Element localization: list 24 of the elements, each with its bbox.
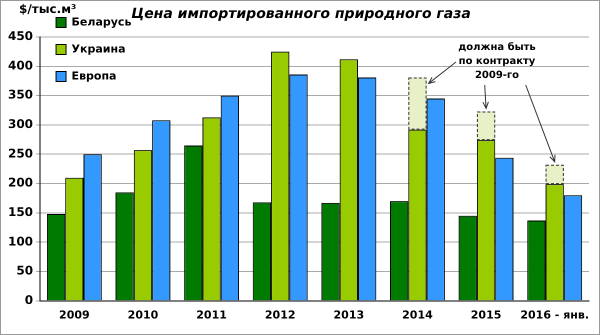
y-tick-label: 350: [8, 88, 34, 102]
y-tick-label: 100: [8, 234, 34, 248]
x-tick-label: 2010: [128, 308, 159, 322]
x-tick-label: 2016 - янв.: [520, 308, 590, 322]
y-tick-label: 200: [8, 176, 34, 190]
y-axis-title: $/тыс.м³: [19, 2, 76, 16]
annotation: должна быть по контракту 2009-го: [457, 41, 537, 83]
x-tick-label: 2009: [59, 308, 90, 322]
y-tick-label: 250: [8, 146, 34, 160]
legend-label: Европа: [72, 69, 116, 82]
legend-label: Беларусь: [72, 15, 132, 28]
y-tick-label: 400: [8, 58, 34, 72]
x-tick-label: 2011: [196, 308, 227, 322]
chart-title: Цена импортированного природного газа: [131, 6, 472, 22]
x-tick-label: 2015: [470, 308, 502, 322]
legend-label: Украина: [72, 42, 126, 56]
x-tick-label: 2013: [334, 308, 364, 322]
y-tick-label: 300: [8, 117, 34, 132]
y-tick-label: 50: [16, 264, 34, 278]
y-tick-label: 450: [8, 29, 34, 44]
y-tick-label: 0: [24, 292, 34, 307]
y-tick-label: 150: [8, 204, 34, 219]
x-tick-label: 2014: [402, 308, 434, 322]
x-tick-label: 2012: [264, 308, 296, 322]
